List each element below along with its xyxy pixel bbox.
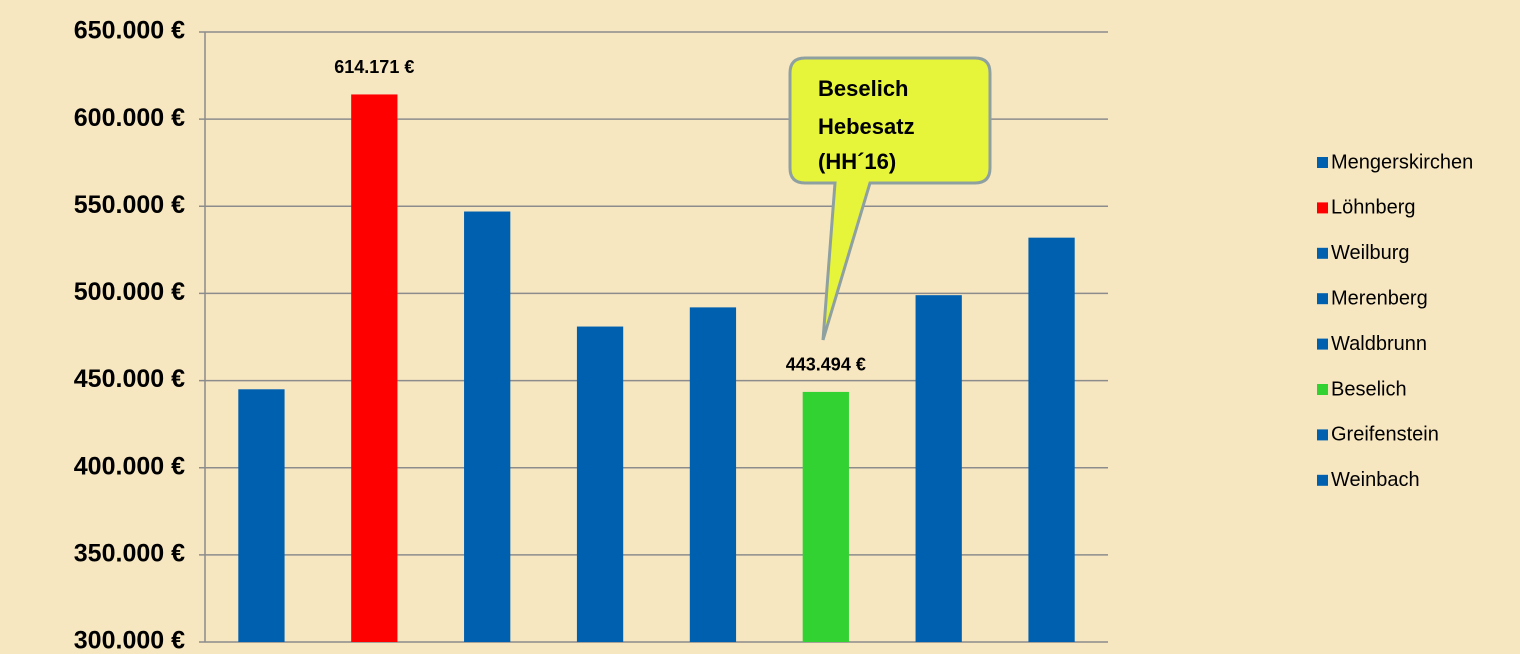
bar xyxy=(1028,237,1075,642)
y-tick-label: 350.000 € xyxy=(74,539,185,567)
annotation-line: Hebesatz xyxy=(818,114,915,139)
legend-label: Löhnberg xyxy=(1331,197,1416,219)
y-tick-label: 450.000 € xyxy=(74,365,185,393)
bar xyxy=(576,326,624,642)
legend-swatch xyxy=(1317,384,1328,395)
annotation-line: (HH´16) xyxy=(818,149,896,174)
bar xyxy=(351,94,398,643)
legend-swatch xyxy=(1317,474,1328,486)
value-label: 614.171 € xyxy=(334,57,414,77)
bar xyxy=(238,389,285,642)
plot: 300.000 € 350.000 € 400.000 € 450.000 € 500.… xyxy=(74,17,1474,654)
value-label: 443.494 € xyxy=(786,355,866,375)
y-tick-label: 300.000 € xyxy=(74,627,185,654)
legend-label: Beselich xyxy=(1331,378,1407,400)
legend-swatch xyxy=(1317,202,1328,214)
legend-swatch xyxy=(1317,247,1328,259)
y-tick-label: 650.000 € xyxy=(74,17,185,45)
legend-swatch xyxy=(1317,157,1328,168)
legend-label: Weilburg xyxy=(1331,242,1410,264)
y-tick-label: 550.000 € xyxy=(74,191,185,219)
y-tick-label: 600.000 € xyxy=(74,104,185,132)
legend-label: Mengerskirchen xyxy=(1331,151,1473,173)
y-tick-label: 500.000 € xyxy=(74,278,185,306)
legend-label: Weinbach xyxy=(1331,469,1420,491)
legend-swatch xyxy=(1317,429,1328,441)
legend-label: Greifenstein xyxy=(1331,424,1439,446)
bar xyxy=(689,307,737,642)
legend-label: Waldbrunn xyxy=(1331,333,1427,355)
y-tick-label: 400.000 € xyxy=(74,452,185,480)
bar xyxy=(464,211,511,642)
callout xyxy=(788,56,992,341)
bar xyxy=(802,391,849,642)
legend-label: Merenberg xyxy=(1331,287,1428,309)
annotation-line: Beselich xyxy=(818,76,909,101)
legend-swatch xyxy=(1317,338,1328,350)
legend-swatch xyxy=(1317,293,1328,305)
bar xyxy=(915,295,962,642)
